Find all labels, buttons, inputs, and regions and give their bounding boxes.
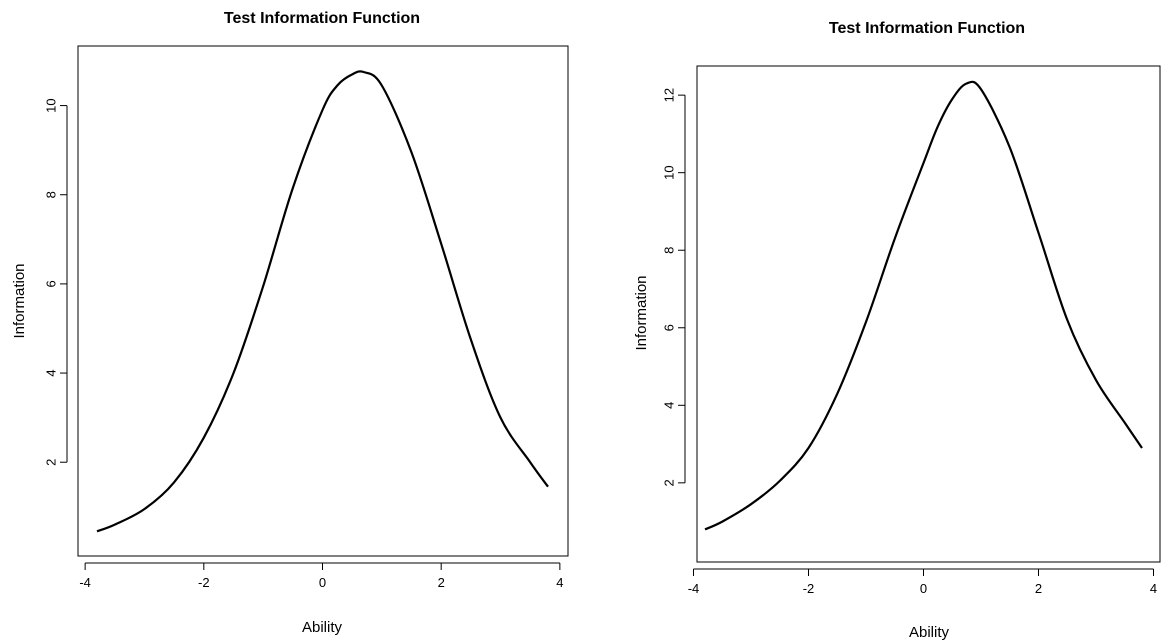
information-curve bbox=[704, 80, 1143, 531]
y-tick-label: 12 bbox=[662, 88, 677, 102]
x-tick-label: 0 bbox=[920, 581, 927, 596]
x-tick-label: -4 bbox=[688, 581, 700, 596]
chart-title: Test Information Function bbox=[829, 20, 1025, 37]
x-axis-label: Ability bbox=[302, 619, 343, 636]
y-tick-label: 4 bbox=[44, 369, 59, 376]
x-tick-label: -2 bbox=[803, 581, 815, 596]
y-tick-label: 2 bbox=[662, 479, 677, 486]
y-tick-label: 6 bbox=[662, 324, 677, 331]
x-tick-label: 2 bbox=[1035, 581, 1042, 596]
plot-frame bbox=[77, 45, 569, 557]
x-tick-label: -4 bbox=[79, 575, 91, 590]
x-axis: -4 -2 0 2 4 bbox=[688, 568, 1157, 596]
y-axis: 2 4 6 8 10 bbox=[44, 98, 68, 466]
y-tick-label: 4 bbox=[662, 402, 677, 409]
chart-title: Test Information Function bbox=[224, 10, 420, 27]
y-tick-label: 6 bbox=[44, 280, 59, 287]
x-tick-label: 2 bbox=[438, 575, 445, 590]
y-tick-label: 10 bbox=[662, 165, 677, 179]
y-tick-label: 10 bbox=[44, 98, 59, 112]
x-tick-label: -2 bbox=[198, 575, 210, 590]
chart-panel-right: Test Information Function -4 -2 0 2 4 2 4 6 8 10… bbox=[633, 20, 1161, 641]
y-axis-label: Information bbox=[633, 275, 650, 350]
y-tick-label: 8 bbox=[44, 191, 59, 198]
x-tick-label: 4 bbox=[1150, 581, 1157, 596]
x-tick-label: 0 bbox=[319, 575, 326, 590]
information-curve bbox=[96, 70, 549, 533]
y-axis: 2 4 6 8 10 12 bbox=[662, 88, 686, 486]
y-tick-label: 8 bbox=[662, 247, 677, 254]
y-axis-label: Information bbox=[11, 263, 28, 338]
x-tick-label: 4 bbox=[556, 575, 563, 590]
plot-frame bbox=[696, 65, 1161, 563]
y-tick-label: 2 bbox=[44, 459, 59, 466]
chart-panel-left: Test Information Function -4 -2 0 2 4 2 4 6 8 10… bbox=[11, 10, 569, 636]
x-axis: -4 -2 0 2 4 bbox=[79, 562, 563, 590]
x-axis-label: Ability bbox=[909, 624, 950, 641]
